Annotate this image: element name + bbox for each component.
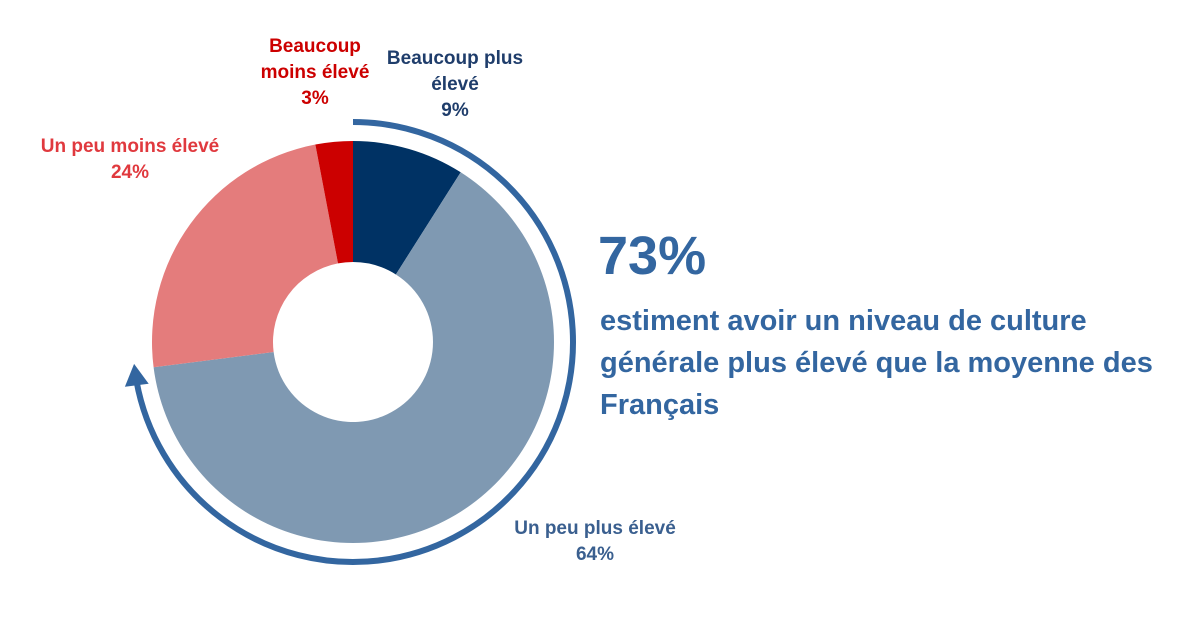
highlight-value: 73% xyxy=(598,226,707,286)
highlight-arrow-head xyxy=(124,363,149,387)
slice-value-label: 9% xyxy=(441,100,469,121)
slice-label-line: élevé xyxy=(431,74,479,95)
highlight-text: estiment avoir un niveau de culture géné… xyxy=(600,305,1153,421)
donut-slice-3 xyxy=(315,141,353,264)
slice-label-beaucoup-plus-eleve: Beaucoup plus élevé 9% xyxy=(370,46,540,124)
slice-label-line: Un peu plus élevé xyxy=(514,518,676,539)
slice-label-beaucoup-moins-eleve: Beaucoup moins élevé 3% xyxy=(240,34,390,112)
slice-label-un-peu-plus-eleve: Un peu plus élevé 64% xyxy=(495,516,695,568)
slice-value-label: 24% xyxy=(110,162,150,183)
donut-slice-1 xyxy=(153,172,554,543)
donut-slice-2 xyxy=(151,144,339,368)
slice-value-label: 64% xyxy=(575,544,615,565)
slice-label-line: Beaucoup xyxy=(269,36,361,57)
highlight-arc xyxy=(133,119,576,565)
slice-value-label: 3% xyxy=(301,88,329,109)
slice-label-un-peu-moins-eleve: Un peu moins élevé 24% xyxy=(15,134,245,186)
donut-slice-0 xyxy=(353,141,461,275)
slice-label-line: moins élevé xyxy=(260,62,370,83)
slice-label-line: Beaucoup plus xyxy=(386,48,524,69)
slice-label-line: Un peu moins élevé xyxy=(40,136,220,157)
